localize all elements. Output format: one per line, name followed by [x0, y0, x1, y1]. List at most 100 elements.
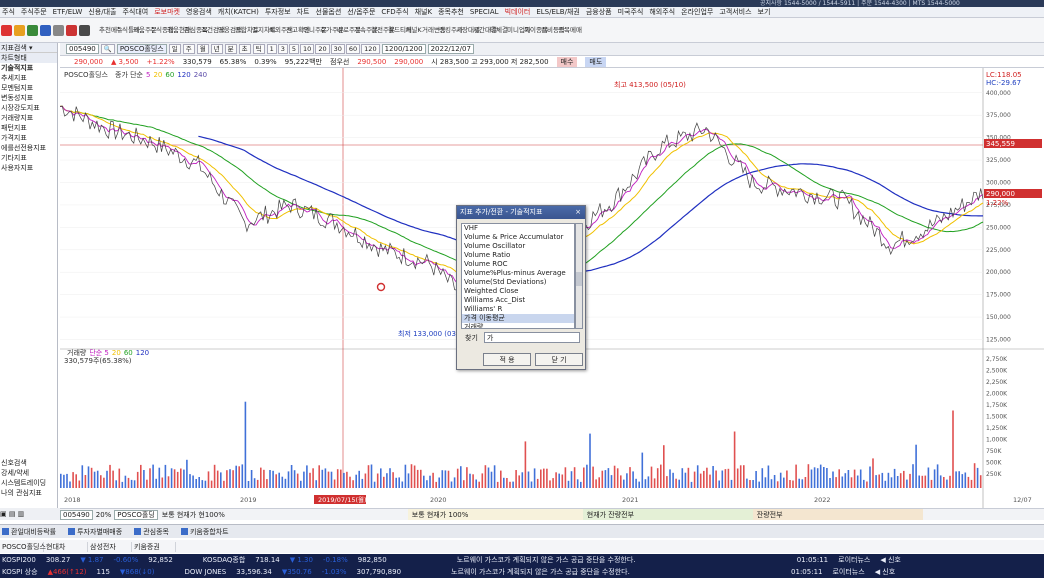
order-seg-1[interactable]: 보통 현재가 현100% [161, 510, 225, 519]
indicator-list-item[interactable]: 가격 이동평균 [462, 314, 574, 323]
toolbar-button[interactable]: 바로주문 [337, 26, 361, 34]
menu-item[interactable]: 차트 [296, 8, 310, 16]
toolbar-button[interactable]: 체외주식 [269, 26, 293, 34]
indicator-category[interactable]: 추세지표 [1, 74, 27, 82]
order-seg-3[interactable]: 현재가 잔량전부 [582, 509, 753, 520]
menu-item[interactable]: 미국주식 [617, 8, 644, 16]
period-tick[interactable]: 초 [238, 44, 251, 54]
alarm-icon[interactable] [66, 24, 77, 36]
toolbar-button[interactable]: 거래변동 [422, 26, 446, 34]
stop-icon[interactable] [1, 24, 12, 36]
toolbar-button[interactable]: 종목메매 [558, 26, 582, 34]
indicator-category[interactable]: 에를선전용지표 [1, 144, 47, 152]
menu-item[interactable]: 주식 [2, 8, 15, 16]
panel-title[interactable]: 기술적지표 [1, 64, 34, 72]
menu-item[interactable]: ETF/ELW [52, 8, 83, 16]
period-day[interactable]: 일 [168, 44, 181, 54]
dialog-close-button[interactable]: 닫 기 [535, 353, 583, 366]
toolbar-button[interactable]: 추천메뉴 [99, 26, 123, 34]
toolbar-button[interactable]: 조건검색 [201, 26, 225, 34]
menu-item[interactable]: 빅데이터 [504, 8, 531, 16]
list-scrollbar[interactable] [575, 223, 583, 329]
toolbar-button[interactable]: 주식틀바 [116, 26, 140, 34]
menu-item[interactable]: 고객서비스 [719, 8, 752, 16]
watch-item[interactable]: 키움증권 [132, 541, 176, 552]
ticker-news[interactable]: 노르웨이 가스코가 계획되지 않은 가스 공급 중단을 수정한다. [451, 568, 630, 576]
period-button[interactable]: 1 [266, 44, 277, 54]
star-icon[interactable] [14, 24, 25, 36]
find-input[interactable]: 가 [483, 332, 580, 343]
period-button[interactable]: 3 [277, 44, 288, 54]
window-tab[interactable]: 투자자별매매종 [66, 527, 124, 537]
panel-bottom-item[interactable]: 신호검색 [1, 459, 27, 467]
order-code-input[interactable]: 005490 [60, 509, 93, 520]
menu-item[interactable]: 투자정보 [264, 8, 291, 16]
toolbar-button[interactable]: 일지차트 [252, 26, 276, 34]
panel-search[interactable]: 지표검색 ▾ [0, 43, 57, 53]
indicator-list-item[interactable]: Weighted Close [464, 287, 519, 295]
toolbar-button[interactable]: 채널K [405, 26, 422, 34]
window-tab[interactable]: 환일대비등락률 [0, 527, 58, 537]
panel-bottom-item[interactable]: 나의 관심지표 [1, 489, 42, 497]
window-tab[interactable]: 키움종합차트 [179, 527, 231, 537]
toolbar-button[interactable]: 미니주문 [303, 26, 327, 34]
menu-item[interactable]: ELS/ELB/채권 [536, 8, 580, 16]
menu-item[interactable]: 주식대여 [122, 8, 149, 16]
price-chart[interactable]: 400,000 375,000 350,000 325,000 300,000 275,0… [60, 68, 1044, 508]
period-t[interactable]: 틱 [252, 44, 265, 54]
close-icon[interactable]: × [575, 208, 581, 216]
toolbar-button[interactable]: 키움현재 [167, 26, 191, 34]
buy-button[interactable]: 매수 [556, 56, 578, 67]
panel-bottom-item[interactable]: 강세/약세 [1, 469, 30, 477]
indicator-category[interactable]: 시장강도지표 [1, 104, 40, 112]
data-counter[interactable]: 1200/1200 [381, 44, 426, 54]
period-month[interactable]: 월 [196, 44, 209, 54]
menu-item[interactable]: SPECIAL [469, 8, 499, 16]
toolbar-button[interactable]: 시간대결 [473, 26, 497, 34]
indicator-list-item[interactable]: Volume & Price Accumulator [464, 233, 564, 241]
date-input[interactable]: 2022/12/07 [427, 44, 474, 54]
ticker-news[interactable]: 노르웨이 가스코가 계획되지 않은 가스 공급 중단을 수정한다. [456, 556, 636, 564]
toolbar-button[interactable]: 미체결 [490, 26, 508, 34]
toolbar-button[interactable]: 컨비등락 [541, 26, 565, 34]
ticker-right[interactable]: ◀ 신호 [880, 556, 901, 564]
menu-item[interactable]: 해외주식 [649, 8, 676, 16]
settings-icon[interactable] [79, 24, 90, 36]
period-week[interactable]: 주 [182, 44, 195, 54]
indicator-category[interactable]: 변동성지표 [1, 94, 34, 102]
indicator-category[interactable]: 패턴지표 [1, 124, 27, 132]
indicator-list-item[interactable]: Williams Acc_Dist [464, 296, 526, 304]
watch-item[interactable]: 삼성전자 [88, 541, 132, 552]
menu-item[interactable]: 선물옵션 [315, 8, 342, 16]
indicator-category[interactable]: 기타지표 [1, 154, 27, 162]
menu-item[interactable]: CFD주식 [381, 8, 409, 16]
toolbar-button[interactable]: 계속주문 [354, 26, 378, 34]
order-seg-4[interactable]: 잔량전부 [752, 509, 923, 520]
watch-item[interactable]: 현대차 [44, 541, 88, 552]
ticker-right[interactable]: ◀ 신호 [874, 568, 896, 576]
menu-item[interactable]: 신용/대출 [88, 8, 117, 16]
bottom-left-tool[interactable]: ▣ ▤ ▥ [0, 508, 60, 520]
panel-bottom-item[interactable]: 시스템트레이딩 [1, 479, 47, 487]
panel-chart-type[interactable]: 차트형태 [0, 53, 57, 63]
menu-item[interactable]: 로보마켓 [154, 8, 180, 16]
period-button[interactable]: 20 [315, 44, 330, 54]
folder-icon[interactable] [27, 24, 38, 36]
toolbar-button[interactable]: 미니업가 [507, 26, 531, 34]
indicator-category[interactable]: 가격지표 [1, 134, 27, 142]
toolbar-button[interactable]: 랭킹주가 [439, 26, 463, 34]
toolbar-button[interactable]: 특이종목 [524, 26, 548, 34]
toolbar-button[interactable]: 잔고확인 [286, 26, 310, 34]
indicator-list[interactable]: VHF Volume & Price Accumulator Volume Osci… [461, 223, 575, 329]
toolbar-button[interactable]: 주식종합 [150, 26, 174, 34]
indicator-list-item[interactable]: Volume ROC [464, 260, 508, 268]
menu-item[interactable]: 보기 [757, 8, 771, 16]
period-minute[interactable]: 분 [224, 44, 237, 54]
indicator-list-item[interactable]: Volume(Std Deviations) [464, 278, 547, 286]
toolbar-button[interactable]: 시장대별 [456, 26, 480, 34]
toolbar-button[interactable]: 키움주문 [133, 26, 157, 34]
menu-item[interactable]: 캐치(KATCH) [217, 8, 259, 16]
sell-button[interactable]: 매도 [585, 56, 607, 67]
menu-item[interactable]: 금융상품 [585, 8, 612, 16]
indicator-list-item[interactable]: Volume Oscillator [464, 242, 526, 250]
